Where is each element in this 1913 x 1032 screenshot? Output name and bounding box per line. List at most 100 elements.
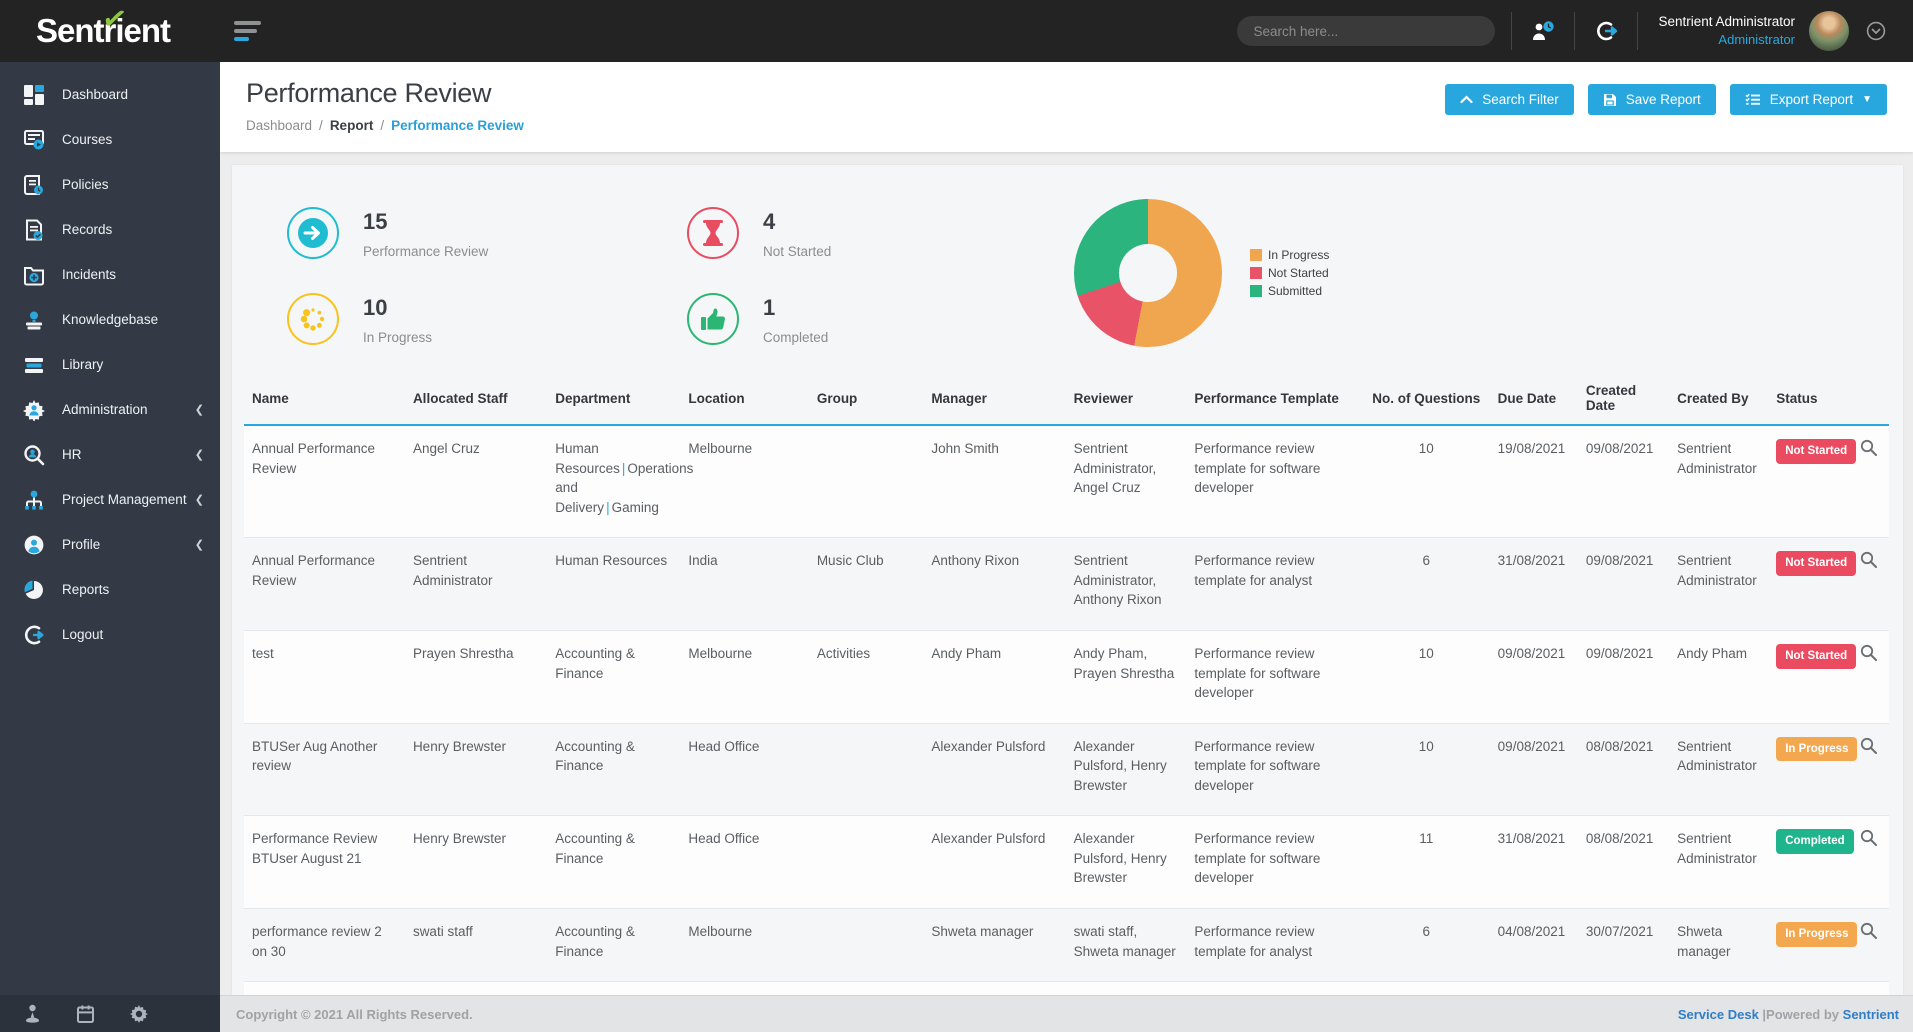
row-detail-magnifier-icon[interactable]	[1860, 551, 1877, 571]
donut-chart[interactable]	[1074, 199, 1222, 347]
cell-manager: Alexander Pulsford	[923, 815, 1066, 909]
cell-due-date: 31/08/2021	[1489, 537, 1578, 631]
sidebar-item-dashboard[interactable]: Dashboard	[0, 72, 220, 117]
legend-item-in-progress: In Progress	[1250, 248, 1329, 262]
page-footer: Copyright © 2021 All Rights Reserved. Se…	[220, 995, 1913, 1032]
sidebar-item-policies[interactable]: Policies	[0, 162, 220, 207]
cell-actions	[1851, 981, 1889, 995]
profile-icon	[22, 533, 46, 557]
chevron-up-icon	[1460, 95, 1473, 104]
user-info[interactable]: Sentrient Administrator Administrator	[1658, 13, 1795, 49]
stat-value: 10	[363, 295, 388, 320]
legend-label: Submitted	[1268, 284, 1323, 298]
sidebar-item-label: HR	[62, 447, 82, 462]
cell-performance-template: Performance review template for software…	[1186, 425, 1363, 539]
cell-actions	[1851, 425, 1889, 539]
table-header-row: Name Allocated Staff Department Location Gro…	[244, 373, 1889, 426]
avatar[interactable]	[1809, 11, 1849, 51]
stat-card-not-started: 4 Not Started	[687, 207, 1062, 259]
sidebar-toggle-hamburger-icon[interactable]	[234, 21, 262, 41]
sidebar-item-hr[interactable]: HR ❮	[0, 432, 220, 477]
sidebar-item-library[interactable]: Library	[0, 342, 220, 387]
legend-item-not-started: Not Started	[1250, 266, 1329, 280]
progress-dots-icon	[287, 293, 339, 345]
row-detail-magnifier-icon[interactable]	[1860, 644, 1877, 664]
cell-questions: 6	[1362, 908, 1490, 983]
search-filter-button[interactable]: Search Filter	[1445, 84, 1574, 115]
cell-created-date: 09/08/2021	[1577, 425, 1670, 539]
cell-performance-template: Performance review template for software…	[1186, 723, 1363, 817]
sidebar-item-project-management[interactable]: Project Management ❮	[0, 477, 220, 522]
sentrient-link[interactable]: Sentrient	[1842, 1006, 1899, 1022]
row-detail-magnifier-icon[interactable]	[1860, 737, 1877, 757]
user-menu-chevron-down-icon[interactable]	[1861, 16, 1891, 46]
report-panel: 15 Performance Review 4 Not Started 10 I…	[232, 165, 1903, 995]
sidebar-item-courses[interactable]: Courses	[0, 117, 220, 162]
cell-group	[808, 425, 924, 539]
cell-location: Melbourne	[680, 425, 809, 539]
cell-created-by: Andy Pham	[1669, 630, 1769, 724]
courses-icon	[22, 128, 46, 152]
global-search-input[interactable]	[1237, 16, 1496, 46]
sidebar-item-records[interactable]: Records	[0, 207, 220, 252]
sidebar-item-label: Courses	[62, 132, 113, 147]
stat-card-in-progress: 10 In Progress	[287, 293, 687, 345]
table-row: Annual Performance Review Sentrient Admin…	[244, 537, 1889, 631]
cell-location: Head Office	[680, 723, 809, 817]
cell-questions: 6	[1362, 537, 1490, 631]
export-report-button[interactable]: Export Report ▼	[1729, 84, 1887, 115]
row-detail-magnifier-icon[interactable]	[1860, 922, 1877, 942]
support-user-clock-icon[interactable]	[1528, 16, 1558, 46]
breadcrumb-dashboard[interactable]: Dashboard	[246, 118, 313, 133]
stat-label: Completed	[763, 330, 829, 345]
sidebar-item-reports[interactable]: Reports	[0, 567, 220, 612]
cell-allocated-staff: swati staff	[404, 981, 548, 995]
sidebar-item-logout[interactable]: Logout	[0, 612, 220, 657]
brand-logo[interactable]: Sentrient ✓	[0, 1, 220, 50]
policies-icon	[22, 173, 46, 197]
gear-icon[interactable]	[130, 1004, 148, 1023]
cell-department: Accounting & Finance	[547, 815, 681, 909]
status-badge: Not Started	[1776, 439, 1857, 464]
sidebar-item-label: Dashboard	[62, 87, 129, 102]
status-badge: In Progress	[1776, 922, 1858, 947]
service-desk-link[interactable]: Service Desk	[1677, 1006, 1759, 1022]
sidebar-item-label: Project Management	[62, 492, 187, 507]
cell-reviewer: swati staff, Shweta manager	[1065, 908, 1187, 983]
save-report-button[interactable]: Save Report	[1587, 84, 1716, 115]
sidebar-item-incidents[interactable]: Incidents	[0, 252, 220, 297]
cell-due-date: 31/08/2021	[1489, 815, 1578, 909]
person-pin-icon[interactable]	[24, 1004, 41, 1023]
cell-department: Accounting & Finance	[547, 908, 681, 983]
table-row: test Prayen Shrestha Accounting & Finance M…	[244, 630, 1889, 724]
stat-value: 15	[363, 209, 388, 234]
status-badge: In Progress	[1776, 736, 1858, 762]
cell-reviewer: Sentrient Administrator, Anthony Rixon	[1065, 537, 1187, 631]
sidebar-item-label: Incidents	[62, 267, 117, 282]
cell-actions	[1851, 815, 1889, 909]
logout-icon[interactable]	[1591, 16, 1621, 46]
cell-due-date: 09/08/2021	[1489, 723, 1578, 817]
cell-manager: Alexander Pulsford	[923, 723, 1066, 817]
save-floppy-icon	[1603, 93, 1616, 106]
sidebar-item-profile[interactable]: Profile ❮	[0, 522, 220, 567]
cell-allocated-staff: Sentrient Administrator	[404, 537, 548, 631]
row-detail-magnifier-icon[interactable]	[1860, 829, 1877, 849]
column-header-status: Status	[1768, 373, 1852, 426]
legend-swatch	[1250, 285, 1262, 297]
sidebar-item-knowledgebase[interactable]: Knowledgebase	[0, 297, 220, 342]
cell-created-date: 08/08/2021	[1577, 723, 1670, 817]
sidebar-item-label: Knowledgebase	[62, 312, 159, 327]
cell-actions	[1851, 630, 1889, 724]
row-detail-magnifier-icon[interactable]	[1860, 439, 1877, 459]
topbar-divider	[1511, 12, 1513, 50]
breadcrumb-report[interactable]: Report	[329, 118, 374, 133]
cell-location: India	[680, 537, 809, 631]
library-icon	[22, 353, 46, 377]
cell-manager: Andy Pham	[923, 630, 1066, 724]
sidebar-item-administration[interactable]: Administration ❮	[0, 387, 220, 432]
cell-due-date: 09/08/2021	[1489, 630, 1578, 724]
records-icon	[22, 218, 46, 242]
calendar-icon[interactable]	[77, 1005, 94, 1023]
